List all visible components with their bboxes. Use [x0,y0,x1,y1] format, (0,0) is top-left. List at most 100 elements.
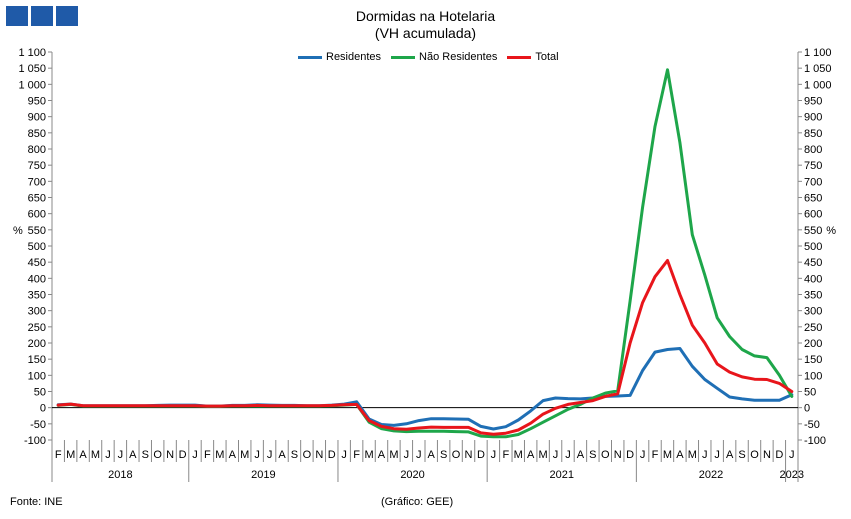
y-tick-label-left: 550 [28,225,46,237]
month-tick-label: O [153,449,162,461]
month-tick-label: A [229,449,237,461]
y-tick-label-left: 600 [28,209,46,221]
series-line-nao-residentes [56,68,794,439]
chart-title: Dormidas na Hotelaria [355,8,496,24]
month-tick-label: A [676,449,684,461]
month-tick-label: A [726,449,734,461]
y-tick-label-right: 0 [804,403,810,415]
month-tick-label: D [775,449,783,461]
legend-swatch-nao-residentes [391,55,416,59]
month-tick-label: M [240,449,249,461]
month-tick-label: J [254,449,260,461]
legend-item-residentes: Residentes [298,51,381,63]
legend-swatch-residentes [298,55,322,59]
legend-label-nao-residentes: Não Residentes [419,51,498,63]
month-tick-label: J [341,449,347,461]
y-tick-label-left: 300 [28,306,46,318]
month-tick-label: N [763,449,771,461]
month-tick-label: M [66,449,75,461]
y-tick-label-right: 800 [804,144,822,156]
y-tick-label-right: 1 050 [804,63,832,75]
y-tick-label-left: 350 [28,290,46,302]
month-tick-label: J [416,449,422,461]
month-tick-label: A [527,449,535,461]
month-tick-label: M [663,449,672,461]
y-tick-label-left: -50 [30,419,46,431]
year-label-2023: 2023 [780,469,804,481]
y-tick-label-right: 900 [804,112,822,124]
y-tick-label-left: 50 [34,387,46,399]
y-tick-label-right: 1 100 [804,47,832,59]
y-tick-label-left: 150 [28,354,46,366]
y-tick-label-right: 700 [804,176,822,188]
month-tick-label: F [55,449,62,461]
legend-swatch-total [507,55,532,59]
month-tick-label: J [118,449,124,461]
month-tick-label: M [539,449,548,461]
y-tick-label-right: 450 [804,257,822,269]
y-tick-label-left: 650 [28,193,46,205]
month-tick-label: J [640,449,646,461]
month-tick-label: M [389,449,398,461]
y-tick-label-left: 900 [28,112,46,124]
y-tick-label-right: 600 [804,209,822,221]
month-tick-label: J [105,449,111,461]
year-label-2021: 2021 [550,469,574,481]
y-tick-label-right: 300 [804,306,822,318]
month-tick-label: J [702,449,708,461]
y-tick-label-right: 500 [804,241,822,253]
month-tick-label: A [378,449,386,461]
month-tick-label: F [652,449,659,461]
series-line-total [56,259,794,436]
month-tick-label: D [626,449,634,461]
legend-label-total: Total [535,51,559,63]
y-tick-label-right: 350 [804,290,822,302]
y-tick-label-right: 400 [804,273,822,285]
y-tick-label-left: 450 [28,257,46,269]
y-tick-label-left: 1 050 [18,63,46,75]
source-note: Fonte: INE [10,496,63,508]
y-tick-label-right: -100 [804,435,826,447]
y-tick-label-left: -100 [24,435,46,447]
y-axis-title-right: % [826,225,836,237]
y-tick-label-right: -50 [804,419,820,431]
y-tick-label-left: 100 [28,370,46,382]
month-tick-label: A [577,449,585,461]
y-tick-label-right: 950 [804,96,822,108]
month-tick-label: A [428,449,436,461]
y-tick-label-left: 1 000 [18,79,46,91]
month-tick-label: J [404,449,410,461]
y-tick-label-right: 750 [804,160,822,172]
y-tick-label-left: 750 [28,160,46,172]
legend-item-nao-residentes: Não Residentes [391,51,497,63]
legend: Residentes Não Residentes Total [298,51,569,63]
y-tick-label-left: 850 [28,128,46,140]
month-tick-label: J [789,449,795,461]
y-tick-label-right: 850 [804,128,822,140]
month-tick-label: A [129,449,137,461]
month-tick-label: O [601,449,610,461]
month-tick-label: M [364,449,373,461]
month-tick-label: N [614,449,622,461]
month-tick-label: M [514,449,523,461]
y-tick-label-right: 250 [804,322,822,334]
y-tick-label-left: 400 [28,273,46,285]
series-line-residentes [56,347,794,431]
month-tick-label: M [688,449,697,461]
month-tick-label: S [142,449,149,461]
month-tick-label: A [278,449,286,461]
month-tick-label: D [477,449,485,461]
logo-block-3 [56,6,78,26]
y-tick-label-left: 0 [40,403,46,415]
legend-item-total: Total [507,51,559,63]
y-axis-title-left: % [13,225,23,237]
month-tick-label: D [328,449,336,461]
y-tick-label-left: 500 [28,241,46,253]
month-tick-label: J [192,449,198,461]
month-tick-label: N [315,449,323,461]
y-tick-label-left: 1 100 [18,47,46,59]
year-label-2020: 2020 [400,469,424,481]
month-tick-label: F [204,449,211,461]
month-tick-label: J [565,449,571,461]
month-tick-label: O [452,449,461,461]
